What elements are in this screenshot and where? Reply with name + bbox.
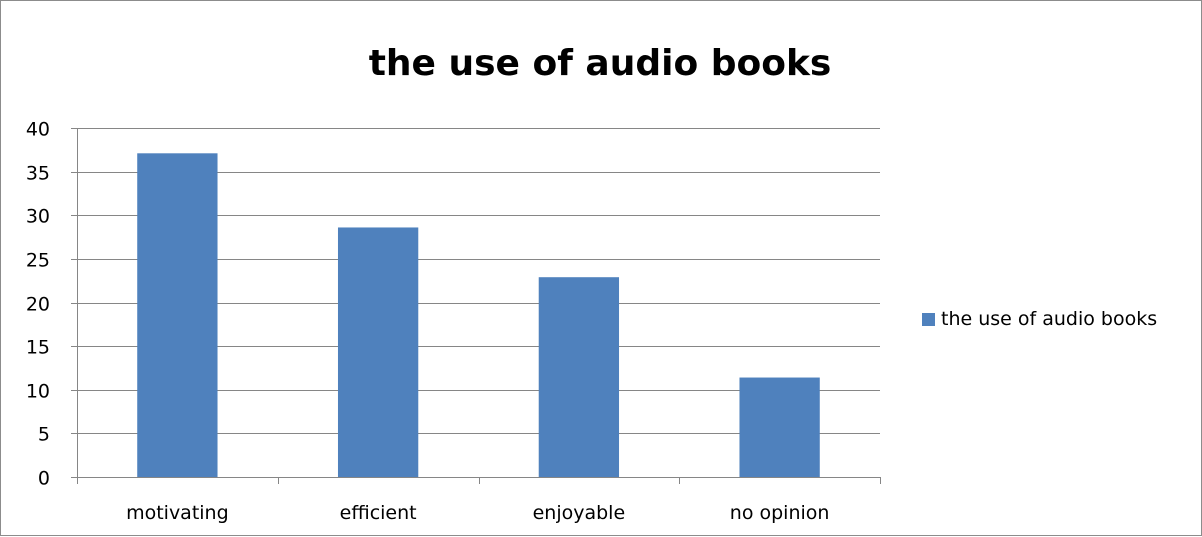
chart-title-text: the use of audio books xyxy=(368,43,832,84)
chart-title: the use of audio books xyxy=(1,43,1202,84)
bar xyxy=(538,277,620,477)
y-tick-label: 0 xyxy=(38,468,50,490)
y-tick-label: 5 xyxy=(38,424,50,446)
y-tick-label: 20 xyxy=(26,294,50,316)
x-category-label: efficient xyxy=(340,502,417,524)
y-tick-label: 15 xyxy=(26,337,50,359)
y-tick-label: 25 xyxy=(26,250,50,272)
y-tick-label: 35 xyxy=(26,163,50,185)
bar xyxy=(739,377,820,477)
bar xyxy=(337,227,419,477)
y-tick-label: 40 xyxy=(26,119,50,141)
x-category-label: enjoyable xyxy=(533,502,626,524)
chart-legend: the use of audio books xyxy=(922,308,1157,330)
y-tick-label: 10 xyxy=(26,381,50,403)
legend-label: the use of audio books xyxy=(941,308,1158,330)
bar xyxy=(137,153,218,478)
y-tick-label: 30 xyxy=(26,206,50,228)
x-category-label: motivating xyxy=(126,502,229,524)
x-category-label: no opinion xyxy=(730,502,830,524)
legend-swatch xyxy=(922,312,935,326)
